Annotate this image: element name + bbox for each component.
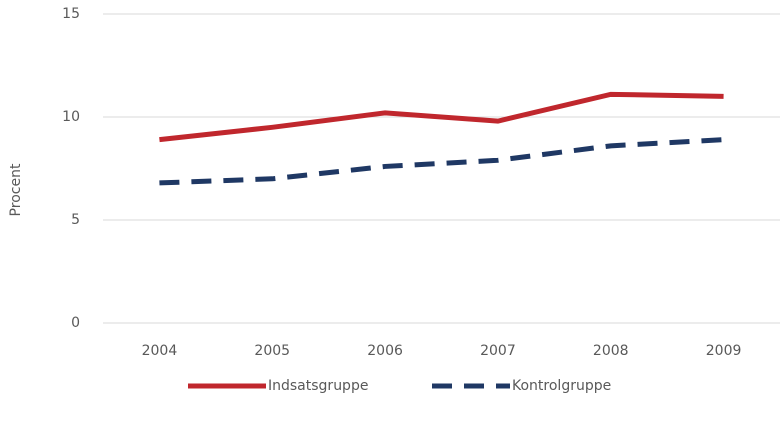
legend-label: Kontrolgruppe bbox=[512, 378, 611, 394]
y-tick-label: 10 bbox=[62, 109, 80, 125]
x-tick-label: 2004 bbox=[142, 343, 178, 359]
y-tick-label: 0 bbox=[71, 315, 80, 331]
series-line bbox=[159, 91, 724, 143]
series-line bbox=[159, 137, 724, 186]
x-tick-label: 2006 bbox=[367, 343, 403, 359]
y-axis-label: Procent bbox=[8, 163, 24, 216]
y-tick-label: 15 bbox=[62, 6, 80, 22]
x-tick-label: 2005 bbox=[254, 343, 290, 359]
legend-label: Indsatsgruppe bbox=[268, 378, 368, 394]
x-tick-label: 2008 bbox=[593, 343, 629, 359]
x-tick-label: 2009 bbox=[706, 343, 742, 359]
y-tick-label: 5 bbox=[71, 212, 80, 228]
x-tick-label: 2007 bbox=[480, 343, 516, 359]
